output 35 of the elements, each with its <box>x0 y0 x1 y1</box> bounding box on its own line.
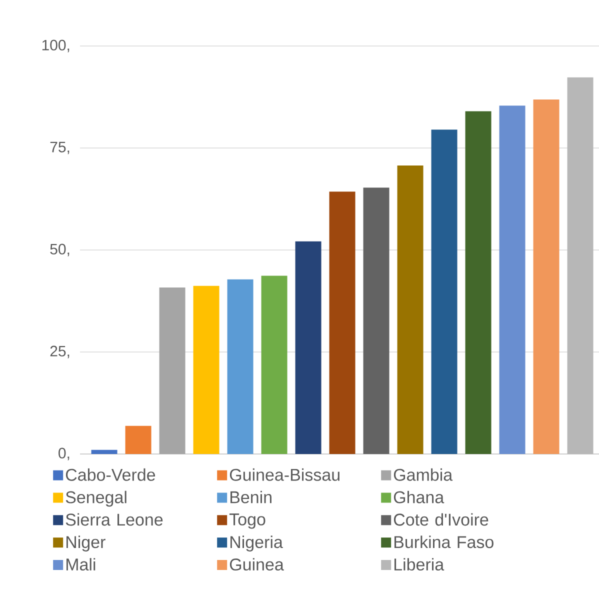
legend-label: Burkina Faso <box>394 536 494 548</box>
legend-label: Senegal <box>66 490 126 507</box>
y-tick-label: 25, <box>50 346 70 358</box>
bar <box>397 166 424 454</box>
bar <box>465 111 492 454</box>
legend-label: Nigeria <box>230 536 283 552</box>
bar <box>499 106 526 454</box>
y-tick-label: 50, <box>50 244 70 256</box>
legend-label: Gambia <box>394 468 453 481</box>
legend-label: Togo <box>229 514 266 529</box>
legend-label: Benin <box>230 490 272 504</box>
legend-label: Guinea-Bissau <box>230 468 340 481</box>
bar <box>431 130 458 454</box>
bar <box>193 286 220 454</box>
y-tick-label: 100, <box>42 40 70 52</box>
bar <box>329 192 356 454</box>
legend-label: Ghana <box>394 490 444 504</box>
legend-label: Sierra Leone <box>66 513 163 526</box>
y-tick-label: 0, <box>58 448 70 460</box>
y-tick-label: 75, <box>50 142 70 154</box>
legend-label: Niger <box>66 536 106 552</box>
bar <box>567 77 594 454</box>
bar <box>261 276 288 454</box>
bar <box>295 241 322 454</box>
bar <box>227 279 254 454</box>
bar <box>91 450 118 454</box>
bar <box>363 188 390 454</box>
legend-label: Mali <box>66 558 96 571</box>
bar <box>125 426 152 454</box>
legend-label: Liberia <box>394 558 444 571</box>
legend-label: Cabo-Verde <box>66 468 156 481</box>
bar <box>159 288 186 454</box>
legend-label: Cote d'Ivoire <box>394 513 488 526</box>
legend-label: Guinea <box>230 558 284 571</box>
bar <box>533 99 560 454</box>
